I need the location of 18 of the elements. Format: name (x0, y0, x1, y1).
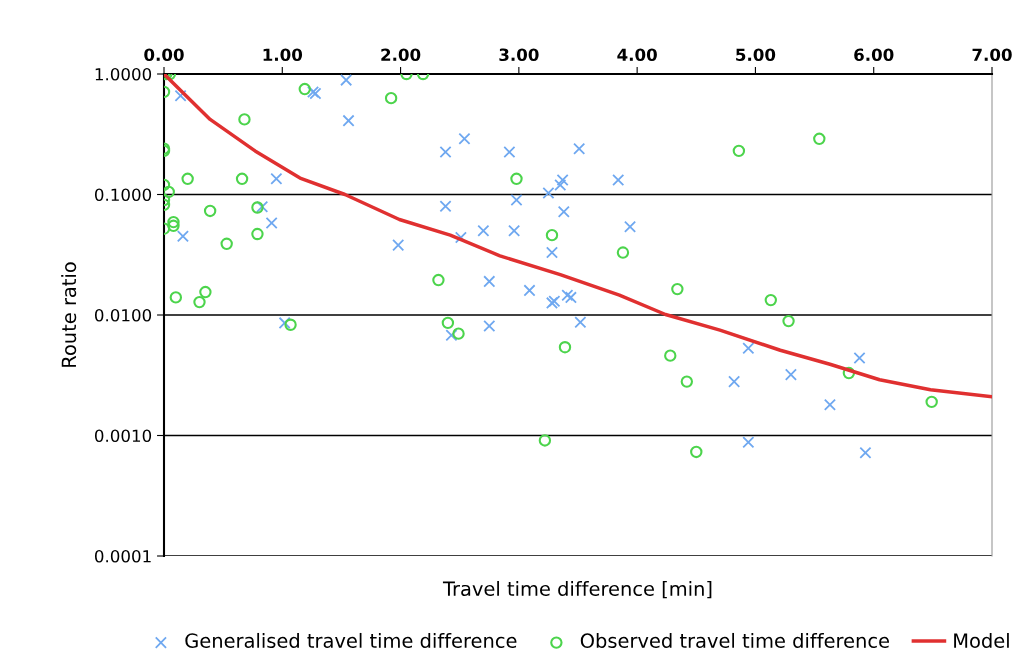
x-tick-label: 6.00 (854, 48, 894, 62)
y-tick-label: 0.0010 (94, 429, 152, 443)
legend-label: Generalised travel time difference (185, 632, 517, 648)
y-axis-title: Route ratio (61, 262, 77, 367)
legend-label: Observed travel time difference (580, 632, 889, 648)
y-tick-label: 0.0100 (94, 308, 152, 322)
x-tick-label: 4.00 (617, 48, 657, 62)
x-tick-label: 1.00 (263, 48, 303, 62)
x-tick-label: 7.00 (972, 48, 1012, 62)
x-tick-label: 0.00 (144, 48, 184, 62)
x-tick-label: 5.00 (736, 48, 776, 62)
x-tick-label: 2.00 (381, 48, 421, 62)
x-axis-title: Travel time difference [min] (442, 581, 712, 599)
y-tick-label: 0.1000 (94, 188, 152, 202)
y-tick-label: 0.0001 (94, 549, 151, 563)
legend-label: Model (954, 632, 1009, 648)
y-tick-label: 1.0000 (95, 67, 152, 81)
x-tick-label: 3.00 (499, 48, 539, 62)
